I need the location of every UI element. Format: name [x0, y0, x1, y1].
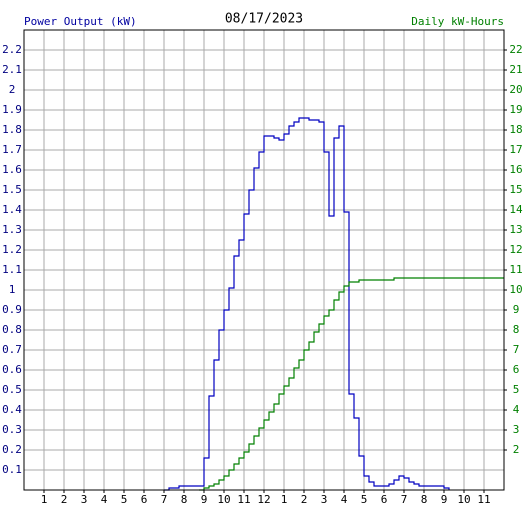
- y2-tick-label: 5: [513, 383, 520, 396]
- y2-tick-label: 3: [513, 423, 520, 436]
- x-tick-label: 5: [121, 493, 128, 506]
- y2-tick-label: 13: [509, 223, 522, 236]
- y2-tick-label: 17: [509, 143, 522, 156]
- x-tick-label: 1: [281, 493, 288, 506]
- plot: [164, 117, 504, 491]
- y-tick-label: 2.2: [2, 43, 22, 56]
- y-tick-label: 1.1: [2, 263, 22, 276]
- data-line: [199, 277, 504, 491]
- y2-tick-label: 11: [509, 263, 522, 276]
- y2-tick-label: 21: [509, 63, 522, 76]
- y2-axis-label: Daily kW-Hours: [411, 15, 504, 28]
- y2-tick-label: 6: [513, 363, 520, 376]
- x-tick-label: 8: [181, 493, 188, 506]
- x-tick-label: 6: [381, 493, 388, 506]
- y2-tick-label: 7: [513, 343, 520, 356]
- y-tick-label: 2.1: [2, 63, 22, 76]
- y-tick-label: 2: [9, 83, 16, 96]
- x-tick-label: 4: [101, 493, 108, 506]
- x-tick-label: 4: [341, 493, 348, 506]
- y2-tick-label: 15: [509, 183, 522, 196]
- x-tick-label: 11: [237, 493, 250, 506]
- y-tick-label: 0.7: [2, 343, 22, 356]
- x-tick-label: 3: [321, 493, 328, 506]
- x-tick-label: 10: [457, 493, 470, 506]
- x-tick-label: 3: [81, 493, 88, 506]
- y-tick-label: 0.8: [2, 323, 22, 336]
- y-tick-label: 0.2: [2, 443, 22, 456]
- x-tick-label: 9: [441, 493, 448, 506]
- y2-tick-label: 2: [513, 443, 520, 456]
- y-tick-label: 1.3: [2, 223, 22, 236]
- y-tick-label: 0.4: [2, 403, 22, 416]
- y-tick-label: 1.9: [2, 103, 22, 116]
- x-tick-label: 11: [477, 493, 490, 506]
- y2-tick-label: 22: [509, 43, 522, 56]
- y2-tick-label: 4: [513, 403, 520, 416]
- grid: [24, 30, 504, 490]
- x-tick-label: 7: [401, 493, 408, 506]
- x-tick-label: 7: [161, 493, 168, 506]
- x-tick-label: 12: [257, 493, 270, 506]
- y-tick-label: 1: [9, 283, 16, 296]
- y2-tick-label: 8: [513, 323, 520, 336]
- y-tick-label: 1.8: [2, 123, 22, 136]
- x-tick-label: 9: [201, 493, 208, 506]
- data-line: [164, 117, 450, 491]
- x-tick-label: 8: [421, 493, 428, 506]
- y-tick-label: 1.5: [2, 183, 22, 196]
- y2-tick-label: 10: [509, 283, 522, 296]
- y-tick-label: 1.2: [2, 243, 22, 256]
- x-tick-label: 2: [61, 493, 68, 506]
- y-tick-label: 1.4: [2, 203, 22, 216]
- y-tick-label: 0.1: [2, 463, 22, 476]
- y-tick-label: 1.7: [2, 143, 22, 156]
- y-axis-label: Power Output (kW): [24, 15, 137, 28]
- y2-tick-label: 20: [509, 83, 522, 96]
- y2-tick-label: 16: [509, 163, 522, 176]
- y2-tick-label: 19: [509, 103, 522, 116]
- y2-tick-label: 12: [509, 243, 522, 256]
- y2-tick-label: 14: [509, 203, 523, 216]
- y-tick-label: 0.9: [2, 303, 22, 316]
- chart-title: 08/17/2023: [225, 12, 303, 27]
- y-tick-label: 1.6: [2, 163, 22, 176]
- x-tick-label: 6: [141, 493, 148, 506]
- x-tick-label: 1: [41, 493, 48, 506]
- x-tick-label: 2: [301, 493, 308, 506]
- y-tick-label: 0.6: [2, 363, 22, 376]
- y-tick-label: 0.5: [2, 383, 22, 396]
- y-tick-label: 0.3: [2, 423, 22, 436]
- x-tick-label: 5: [361, 493, 368, 506]
- y2-tick-label: 9: [513, 303, 520, 316]
- y2-tick-label: 18: [509, 123, 522, 136]
- x-tick-label: 10: [217, 493, 230, 506]
